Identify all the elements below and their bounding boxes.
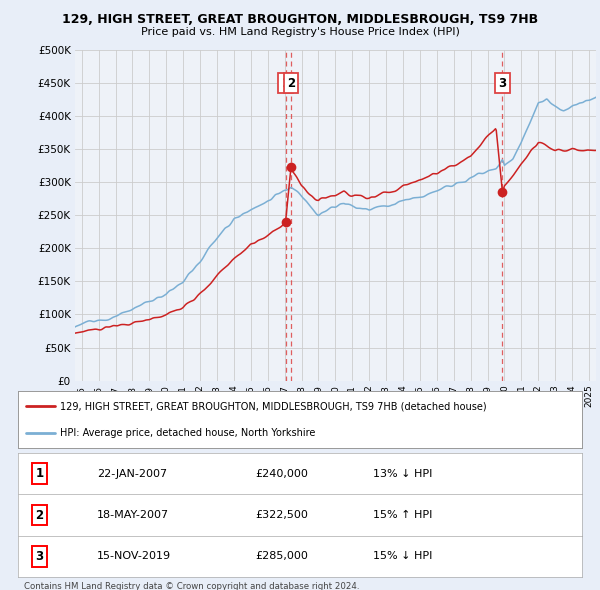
Text: £240,000: £240,000 [255, 469, 308, 478]
Text: Price paid vs. HM Land Registry's House Price Index (HPI): Price paid vs. HM Land Registry's House … [140, 27, 460, 37]
Text: 129, HIGH STREET, GREAT BROUGHTON, MIDDLESBROUGH, TS9 7HB (detached house): 129, HIGH STREET, GREAT BROUGHTON, MIDDL… [60, 401, 487, 411]
Text: 1: 1 [281, 77, 290, 90]
Text: 15% ↑ HPI: 15% ↑ HPI [373, 510, 433, 520]
Text: 13% ↓ HPI: 13% ↓ HPI [373, 469, 433, 478]
Text: 15% ↓ HPI: 15% ↓ HPI [373, 552, 433, 561]
Text: 3: 3 [35, 550, 43, 563]
Text: 15-NOV-2019: 15-NOV-2019 [97, 552, 171, 561]
Text: 18-MAY-2007: 18-MAY-2007 [97, 510, 169, 520]
Text: 2: 2 [287, 77, 295, 90]
Text: 1: 1 [35, 467, 43, 480]
Text: 3: 3 [499, 77, 506, 90]
Text: £322,500: £322,500 [255, 510, 308, 520]
Text: £285,000: £285,000 [255, 552, 308, 561]
Text: 129, HIGH STREET, GREAT BROUGHTON, MIDDLESBROUGH, TS9 7HB: 129, HIGH STREET, GREAT BROUGHTON, MIDDL… [62, 13, 538, 26]
Text: 22-JAN-2007: 22-JAN-2007 [97, 469, 167, 478]
Text: Contains HM Land Registry data © Crown copyright and database right 2024.
This d: Contains HM Land Registry data © Crown c… [24, 582, 359, 590]
Text: HPI: Average price, detached house, North Yorkshire: HPI: Average price, detached house, Nort… [60, 428, 316, 438]
Text: 2: 2 [35, 509, 43, 522]
